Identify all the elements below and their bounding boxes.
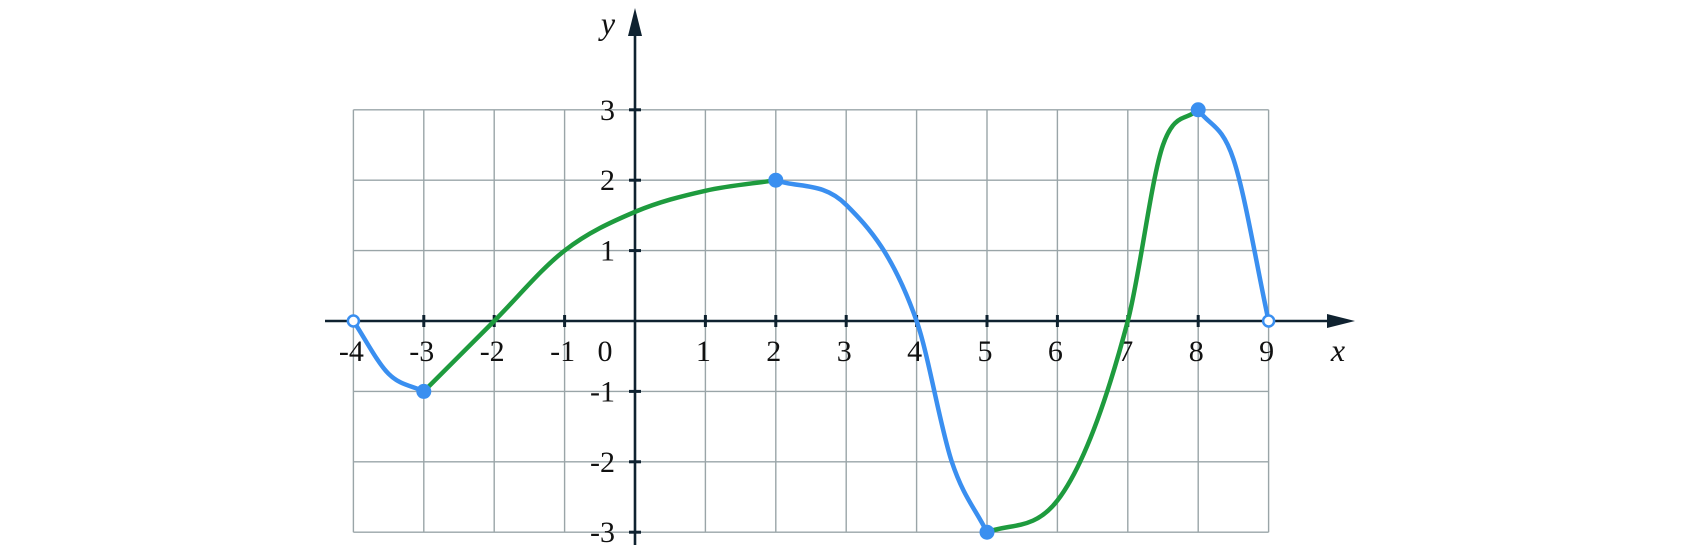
axes: x y [325,5,1355,545]
x-tick-label: 9 [1259,335,1274,368]
x-tick-label: 1 [696,335,711,368]
x-tick-label: -2 [480,335,505,368]
data-point [1190,102,1206,118]
open-endpoint [1261,314,1276,328]
x-tick-label: -4 [339,335,364,368]
data-point [979,524,995,540]
x-axis-label: x [1330,332,1345,368]
x-tick-label: 5 [978,335,993,368]
x-tick-label: 4 [907,335,922,368]
curve-segment-decreasing [351,318,427,394]
open-endpoint [346,314,361,328]
y-tick-label: -2 [590,446,615,479]
y-tick-label: -1 [590,375,615,408]
x-tick-label: 0 [598,335,613,368]
curve-segment-decreasing [1195,107,1271,324]
x-tick-label: -1 [550,335,575,368]
x-tick-label: 3 [837,335,852,368]
data-point [768,172,784,188]
y-tick-label: 2 [600,164,615,197]
y-tick-label: 1 [600,235,615,268]
x-tick-label: 2 [766,335,781,368]
x-axis-arrow [1327,314,1355,328]
y-tick-label: 3 [600,94,615,127]
x-tick-label: 6 [1048,335,1063,368]
data-point [416,383,432,399]
y-axis-label: y [598,5,616,41]
x-tick-label: 8 [1189,335,1204,368]
markers [346,102,1276,540]
curves [351,107,1271,535]
y-tick-label: -3 [590,516,615,549]
y-axis-arrow [628,8,642,36]
x-tick-label: -3 [409,335,434,368]
curve-segment-increasing [421,177,779,394]
curve-segment-increasing [984,107,1201,535]
curve-segment-decreasing [773,177,990,535]
